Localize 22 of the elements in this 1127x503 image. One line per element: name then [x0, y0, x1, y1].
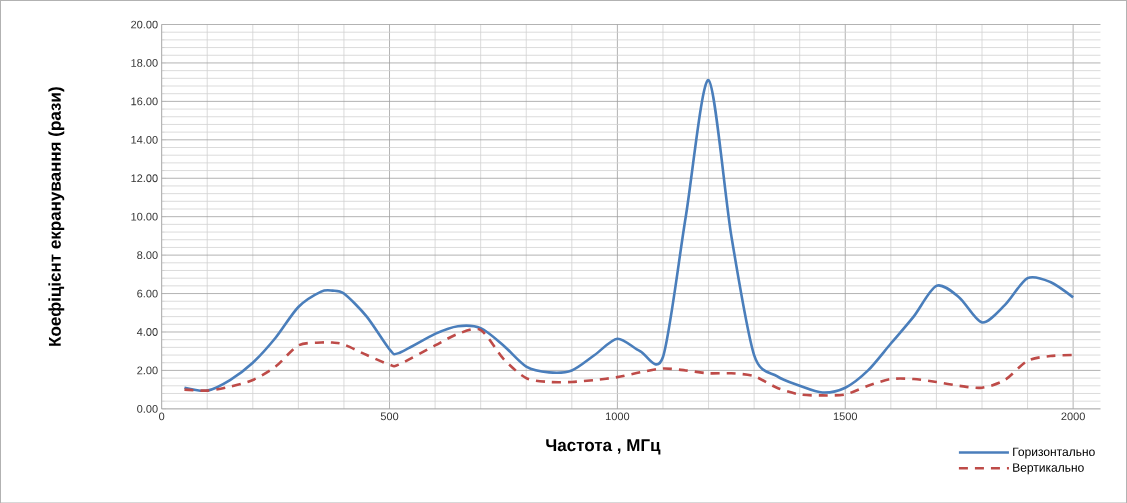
x-tick-label: 1000: [605, 412, 630, 420]
x-tick-label: 500: [380, 412, 399, 420]
y-tick-label: 6.00: [137, 289, 158, 298]
y-tick-label: 16.00: [131, 97, 158, 106]
x-tick-label: 2000: [1061, 412, 1085, 420]
y-tick-label: 12.00: [131, 174, 158, 182]
legend-label: Вертикально: [1013, 463, 1084, 474]
y-axis-title: Коефіцієнт екранування (рази): [48, 87, 65, 346]
y-tick-label: 8.00: [137, 251, 158, 259]
y-tick-label: 4.00: [136, 327, 158, 336]
x-tick-label: 1500: [833, 412, 858, 420]
x-tick-label: 0: [159, 412, 165, 420]
y-tick-label: 20.00: [131, 20, 158, 29]
y-tick-label: 2.00: [137, 366, 158, 375]
line-series: [183, 327, 1075, 397]
y-tick-label: 18.00: [131, 58, 158, 67]
y-tick-label: 10.00: [131, 212, 158, 221]
y-tick-label: 14.00: [131, 135, 158, 144]
x-axis-title: Частота , МГц: [546, 439, 661, 455]
legend-label: Горизонтально: [1013, 447, 1095, 459]
line-series: [183, 78, 1075, 394]
y-tick-label: 0.00: [137, 404, 158, 413]
